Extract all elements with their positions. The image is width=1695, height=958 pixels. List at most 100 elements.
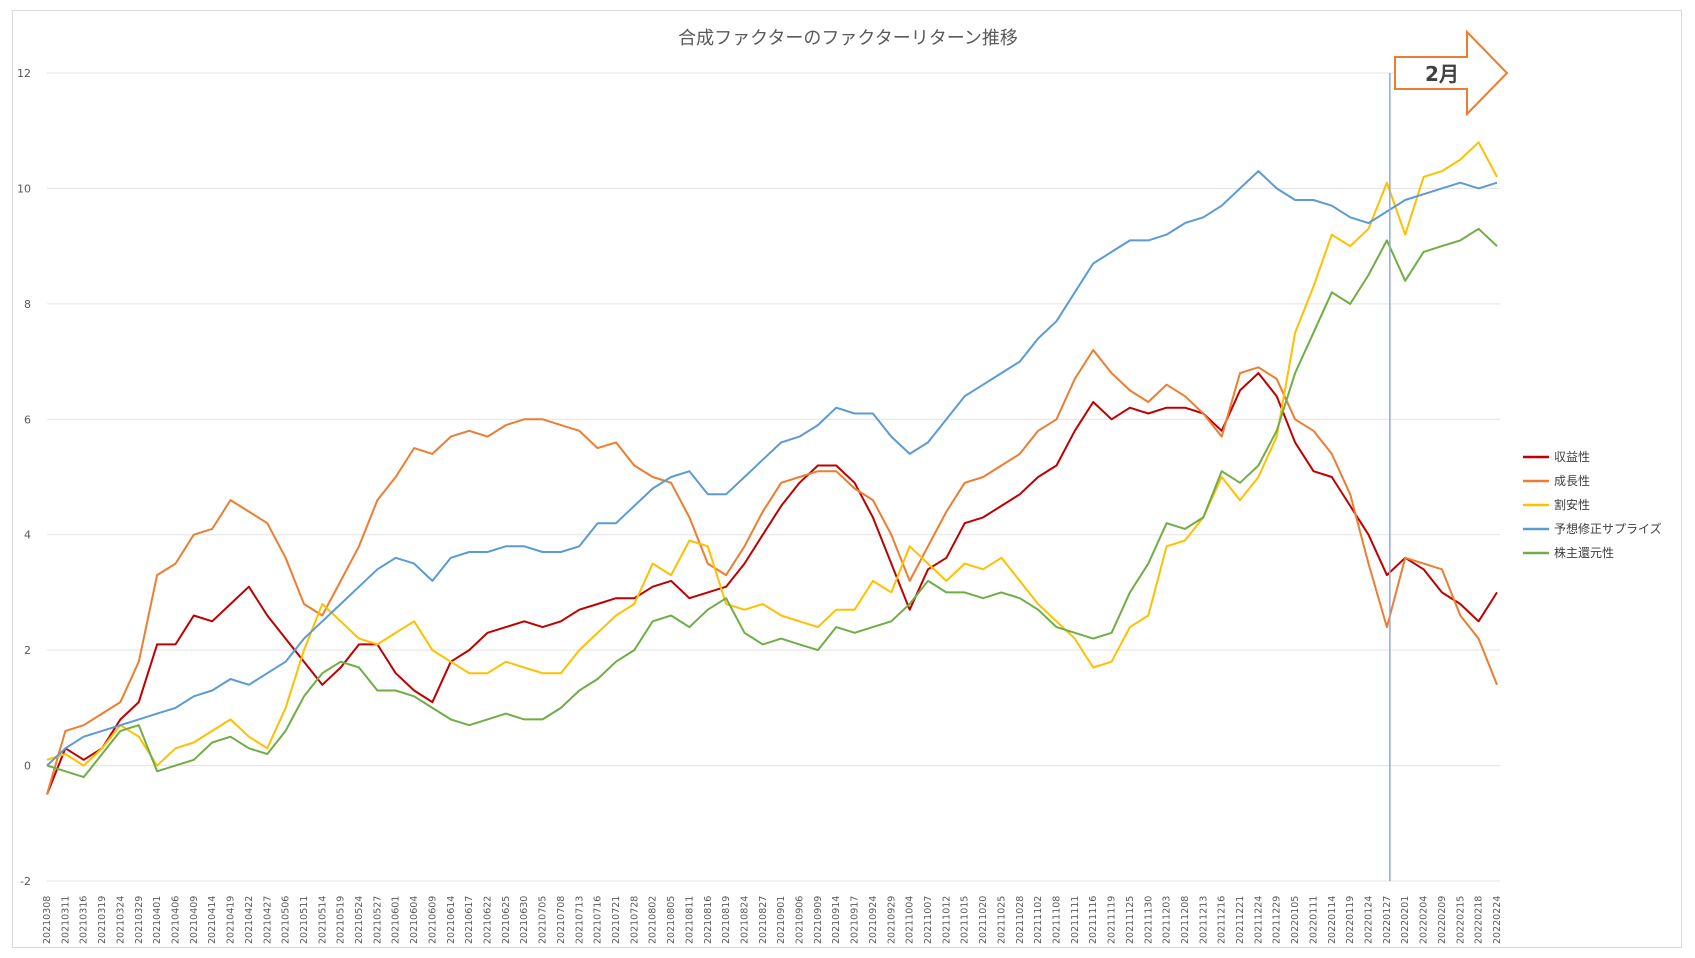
x-tick-label: 20220127 xyxy=(1382,896,1393,944)
series-line xyxy=(46,227,1498,779)
x-tick-label: 20220114 xyxy=(1327,896,1338,944)
x-tick-label: 20210319 xyxy=(97,896,108,944)
series-line xyxy=(46,170,1498,767)
x-tick-label: 20211213 xyxy=(1198,896,1209,944)
x-tick-label: 20210614 xyxy=(446,896,457,944)
x-tick-label: 20210308 xyxy=(42,896,53,944)
x-tick-label: 20210604 xyxy=(409,896,420,944)
x-tick-label: 20211025 xyxy=(996,896,1007,944)
x-tick-label: 20210924 xyxy=(868,896,879,944)
series-line xyxy=(46,141,1498,767)
x-tick-label: 20220201 xyxy=(1400,896,1411,944)
x-tick-label: 20211020 xyxy=(978,896,989,944)
x-tick-label: 20220204 xyxy=(1419,896,1430,944)
x-tick-label: 20211102 xyxy=(1033,896,1044,944)
x-tick-label: 20211130 xyxy=(1143,896,1154,944)
chart-frame xyxy=(12,10,1682,948)
x-tick-label: 20210401 xyxy=(152,896,163,944)
x-tick-label: 20210514 xyxy=(317,896,328,944)
legend-label: 予想修正サプライズ xyxy=(1554,521,1662,536)
x-tick-label: 20210316 xyxy=(79,896,90,944)
x-tick-label: 20210728 xyxy=(629,896,640,944)
feb-arrow-callout: 2月 xyxy=(1394,29,1509,117)
x-tick-label: 20210427 xyxy=(262,896,273,944)
x-tick-label: 20210708 xyxy=(556,896,567,944)
x-tick-label: 20211221 xyxy=(1235,896,1246,944)
x-tick-label: 20210802 xyxy=(648,896,659,944)
x-tick-label: 20210805 xyxy=(666,896,677,944)
x-tick-label: 20220105 xyxy=(1290,896,1301,944)
legend-label: 成長性 xyxy=(1554,474,1590,488)
x-tick-label: 20210909 xyxy=(813,896,824,944)
x-tick-label: 20211111 xyxy=(1070,896,1081,944)
series-line xyxy=(46,372,1498,795)
y-tick-label: 6 xyxy=(24,413,31,426)
x-tick-label: 20211015 xyxy=(960,896,971,944)
arrow-shape xyxy=(1394,29,1509,117)
x-tick-label: 20210705 xyxy=(538,896,549,944)
x-tick-label: 20211004 xyxy=(905,896,916,944)
x-tick-label: 20211229 xyxy=(1272,896,1283,944)
y-axis-ticks: -2 0 2 4 6 8 10 12 xyxy=(17,67,31,888)
x-tick-label: 20210422 xyxy=(244,896,255,944)
x-tick-label: 20210329 xyxy=(134,896,145,944)
x-tick-label: 20211216 xyxy=(1217,896,1228,944)
x-tick-label: 20211203 xyxy=(1162,896,1173,944)
x-tick-label: 20210524 xyxy=(354,896,365,944)
x-tick-label: 20210609 xyxy=(427,896,438,944)
x-tick-label: 20210929 xyxy=(886,896,897,944)
y-tick-label: 0 xyxy=(24,760,31,773)
x-tick-label: 20210527 xyxy=(372,896,383,944)
x-tick-label: 20210917 xyxy=(850,896,861,944)
x-tick-label: 20210819 xyxy=(721,896,732,944)
x-tick-label: 20211012 xyxy=(941,896,952,944)
x-tick-label: 20210816 xyxy=(703,896,714,944)
y-tick-label: 8 xyxy=(24,298,31,311)
x-tick-label: 20210414 xyxy=(207,896,218,944)
series-lines xyxy=(46,141,1498,795)
y-tick-label: 4 xyxy=(24,529,31,542)
x-tick-label: 20220209 xyxy=(1437,896,1448,944)
x-tick-label: 20211208 xyxy=(1180,896,1191,944)
x-tick-label: 20220124 xyxy=(1364,896,1375,944)
x-tick-label: 20210824 xyxy=(739,896,750,944)
x-tick-label: 20210914 xyxy=(831,896,842,944)
series-line xyxy=(46,349,1498,795)
x-tick-label: 20210625 xyxy=(501,896,512,944)
x-tick-label: 20220215 xyxy=(1455,896,1466,944)
x-tick-label: 20220218 xyxy=(1474,896,1485,944)
x-tick-label: 20210311 xyxy=(60,896,71,944)
x-tick-label: 20210409 xyxy=(189,896,200,944)
x-tick-label: 20210601 xyxy=(391,896,402,944)
chart-title: 合成ファクターのファクターリターン推移 xyxy=(678,28,1018,49)
y-tick-label: 2 xyxy=(24,644,31,657)
y-tick-label: -2 xyxy=(20,875,31,888)
x-tick-label: 20220119 xyxy=(1345,896,1356,944)
x-tick-label: 20210506 xyxy=(281,896,292,944)
x-tick-label: 20210511 xyxy=(299,896,310,944)
legend-label: 株主還元性 xyxy=(1554,545,1614,560)
x-tick-label: 20210419 xyxy=(226,896,237,944)
x-tick-label: 20210827 xyxy=(758,896,769,944)
x-tick-label: 20220111 xyxy=(1308,896,1319,944)
x-tick-label: 20220224 xyxy=(1492,896,1503,944)
grid-lines xyxy=(47,72,1500,882)
x-tick-label: 20211108 xyxy=(1051,896,1062,944)
arrow-label: 2月 xyxy=(1425,62,1459,86)
x-tick-label: 20210519 xyxy=(336,896,347,944)
y-tick-label: 12 xyxy=(17,67,31,80)
x-tick-label: 20210721 xyxy=(611,896,622,944)
x-tick-label: 20210811 xyxy=(684,896,695,944)
x-axis-ticks: 20210308 20210311 20210316 20210319 20210324… xyxy=(42,896,1503,944)
x-tick-label: 20211125 xyxy=(1125,896,1136,944)
x-tick-label: 20210617 xyxy=(464,896,475,944)
y-tick-label: 10 xyxy=(17,182,31,195)
legend-label: 収益性 xyxy=(1554,450,1590,464)
x-tick-label: 20211224 xyxy=(1253,896,1264,944)
x-tick-label: 20210901 xyxy=(776,896,787,944)
x-tick-label: 20210906 xyxy=(795,896,806,944)
x-tick-label: 20211119 xyxy=(1107,896,1118,944)
x-tick-label: 20211116 xyxy=(1088,896,1099,944)
